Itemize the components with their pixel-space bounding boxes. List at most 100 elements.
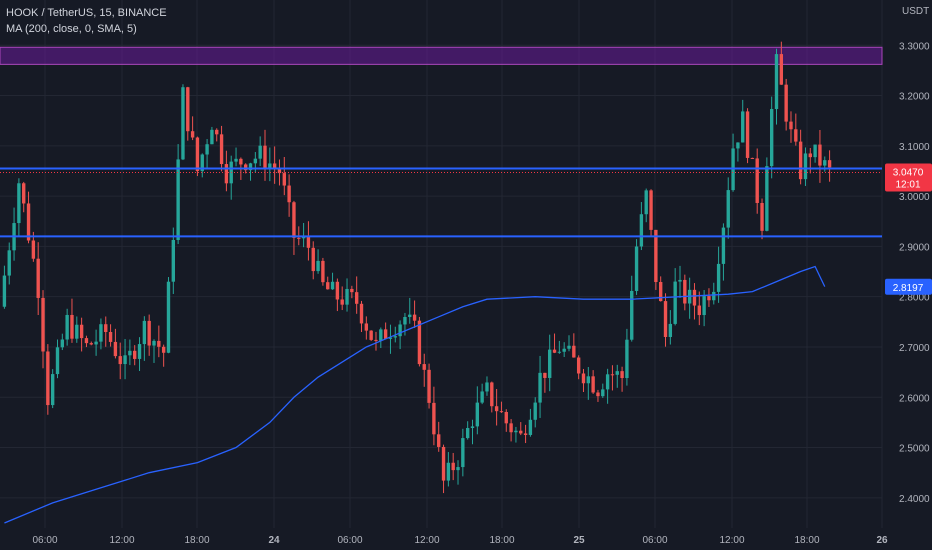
candle [827, 150, 832, 182]
candle-body [239, 158, 243, 165]
candle-body [765, 166, 769, 231]
candle-body [60, 339, 65, 348]
candle-body [514, 430, 518, 433]
candle [258, 136, 262, 167]
candle-body [311, 247, 315, 272]
candle [654, 229, 658, 290]
candle-body [50, 374, 55, 406]
candle [596, 389, 600, 402]
candle-body [99, 324, 103, 342]
candle-body [301, 236, 306, 239]
candle-body [596, 392, 600, 397]
candle [403, 312, 407, 336]
candle [166, 277, 171, 354]
candle [268, 147, 272, 182]
candle [712, 282, 716, 305]
candle-body [639, 214, 644, 247]
candle [813, 144, 817, 163]
y-tick-label: 2.8000 [899, 293, 930, 304]
candle [615, 364, 619, 388]
candle-body [755, 158, 759, 203]
candle-body [41, 297, 45, 352]
candle [432, 386, 436, 446]
candle [350, 285, 354, 299]
candle-body [808, 153, 812, 158]
candle-body [104, 324, 108, 332]
candle [523, 424, 528, 444]
candle-body [538, 372, 542, 403]
candle-body [133, 350, 137, 359]
candle [301, 222, 306, 248]
candle [528, 408, 533, 437]
currency-label: USDT [902, 6, 929, 17]
candle [50, 369, 55, 409]
candle [639, 202, 644, 251]
candle [7, 242, 11, 285]
candle-body [403, 316, 407, 325]
candle-body [268, 163, 272, 170]
candle-body [417, 320, 422, 365]
candle [176, 144, 180, 245]
candle [726, 177, 730, 239]
candle-body [736, 142, 740, 149]
candle [779, 41, 784, 85]
candle-body [350, 288, 354, 293]
ma-badge-bg [885, 278, 932, 295]
candle-body [65, 314, 69, 340]
candle-body [383, 329, 388, 339]
candle-body [84, 338, 89, 344]
symbol-legend[interactable]: HOOK / TetherUS, 15, BINANCE [6, 7, 167, 19]
candle [219, 125, 224, 172]
candle [215, 128, 219, 142]
candle [509, 419, 513, 442]
candle-body [123, 355, 127, 365]
candle-body [499, 411, 504, 413]
candle [55, 339, 60, 379]
candle [707, 288, 711, 307]
candle-body [581, 373, 586, 384]
candle-body [774, 54, 779, 110]
candle-body [354, 292, 359, 304]
x-tick-label: 18:00 [794, 535, 819, 546]
candle-body [625, 339, 629, 379]
candle [181, 84, 185, 161]
candle-body [721, 227, 726, 264]
candle [649, 189, 653, 237]
candle [171, 227, 175, 294]
candle [644, 188, 648, 223]
candle [538, 355, 542, 418]
candle-body [649, 190, 653, 230]
candle-body [827, 160, 832, 168]
candle [374, 331, 378, 351]
candle [128, 339, 132, 366]
candle [755, 148, 759, 214]
candle-body [147, 320, 151, 346]
candle-body [716, 263, 721, 292]
candle [808, 147, 812, 174]
candle-body [26, 203, 31, 241]
x-tick-label: 24 [268, 535, 280, 546]
candle [634, 239, 639, 295]
indicator-legend[interactable]: MA (200, close, 0, SMA, 5) [6, 23, 137, 35]
candle [427, 363, 431, 409]
candle [94, 329, 98, 356]
candle-body [345, 288, 349, 305]
candle-body [509, 423, 513, 433]
candle [248, 162, 253, 181]
y-tick-label: 3.2000 [899, 92, 930, 103]
candle-body [644, 190, 648, 215]
candle-body [823, 160, 827, 166]
candle [572, 333, 576, 358]
candle-body [326, 282, 330, 290]
candle-body [181, 87, 185, 160]
candle [229, 155, 233, 200]
candle-body [113, 341, 118, 357]
candle [123, 338, 127, 380]
candle-body [760, 202, 764, 231]
candle-body [659, 282, 663, 302]
candle-body [128, 350, 132, 356]
candle-body [359, 303, 364, 324]
candle [765, 157, 769, 232]
candle-body [741, 111, 745, 143]
